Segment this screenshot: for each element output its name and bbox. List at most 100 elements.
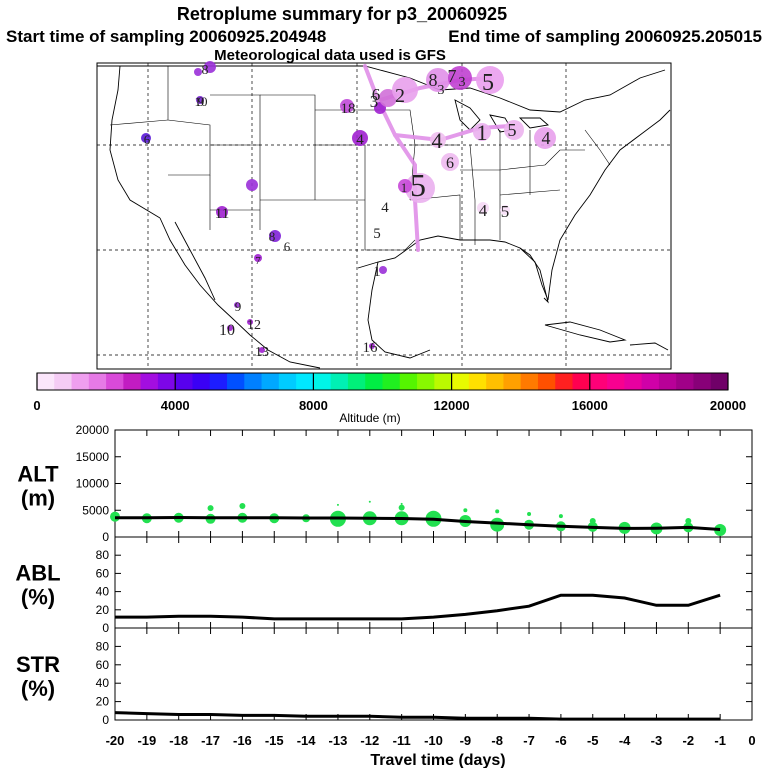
colorbar-swatch (555, 373, 574, 390)
colorbar-swatch (434, 373, 453, 390)
trajectory-day-label: 6 (446, 155, 454, 172)
colorbar-title: Altitude (m) (339, 411, 400, 425)
panel-abl: 0 20 40 60 80 ABL(%) (15, 536, 753, 635)
trajectory-day-label: 10 (195, 94, 208, 109)
colorbar-swatch (88, 373, 107, 390)
altitude-colorbar: 0 4000 8000 12000 16000 20000 Altitude (m) (33, 372, 746, 425)
str-label: STR (16, 652, 60, 677)
trajectory-day-label: 7 (448, 66, 457, 86)
colorbar-tick-label: 12000 (434, 398, 470, 413)
colorbar-swatch (296, 373, 314, 390)
trajectory-day-label: 4 (479, 201, 488, 220)
x-axis-title: Travel time (days) (370, 752, 505, 768)
y-tick-label: 20 (96, 695, 110, 709)
colorbar-swatch (589, 373, 608, 390)
colorbar-tick-label: 0 (33, 398, 40, 413)
plume-blob-30 (500, 205, 510, 215)
y-tick-label: 0 (102, 530, 109, 544)
colorbar-swatch (347, 373, 366, 390)
x-tick-label: -12 (360, 733, 379, 748)
x-tick-label: -3 (651, 733, 663, 748)
x-tick-label: -15 (265, 733, 284, 748)
x-tick-label: -20 (106, 733, 125, 748)
str-series-line (114, 711, 721, 721)
colorbar-swatch (140, 373, 159, 390)
y-tick-label: 40 (96, 585, 110, 599)
x-tick-label: -11 (393, 733, 411, 748)
trajectory-day-label: 5 (373, 226, 381, 242)
colorbar-swatch (330, 373, 349, 390)
y-tick-label: 60 (96, 658, 110, 672)
colorbar-swatch (54, 373, 73, 390)
colorbar-swatch (520, 373, 539, 390)
plume-blob-12 (430, 132, 446, 148)
trajectory-day-label: 6 (284, 239, 291, 254)
panel-alt: 0 5000 10000 15000 20000 ALT(m) (17, 423, 753, 544)
y-tick-label: 0 (102, 621, 109, 635)
colorbar-swatch (227, 373, 245, 390)
trajectory-day-label: 2 (395, 85, 405, 107)
plume-blob-21 (269, 230, 281, 242)
trajectory-day-label: 1 (401, 180, 408, 195)
plume-blob-9 (448, 66, 472, 90)
trajectory-day-label: 4 (542, 128, 551, 148)
y-tick-label: 5000 (82, 503, 109, 517)
plume-blob-25 (227, 325, 233, 331)
trajectory-day-label: 8 (429, 70, 438, 90)
altitude-point (398, 504, 405, 511)
colorbar-swatch (693, 373, 712, 390)
trajectory-day-label: 3 (438, 83, 445, 98)
altitude-point (400, 502, 403, 505)
x-tick-label: -7 (523, 733, 535, 748)
x-tick-label: -14 (297, 733, 317, 748)
altitude-point (589, 517, 596, 524)
abl-series-line (115, 593, 721, 621)
abl-label: ABL (15, 561, 60, 586)
plume-blob-1 (194, 68, 202, 76)
colorbar-swatch (106, 373, 124, 390)
trajectory-day-label: 5 (508, 120, 517, 140)
plume-blob-7 (392, 77, 418, 103)
plume-blob-17 (405, 173, 435, 203)
trajectory-day-label: 3 (370, 92, 379, 111)
colorbar-swatch (209, 373, 228, 390)
plume-blob-20 (216, 206, 228, 218)
x-tick-label: -16 (233, 733, 252, 748)
colorbar-swatch (676, 373, 694, 390)
alt-series-line (115, 515, 721, 531)
colorbar-swatch (503, 373, 522, 390)
plume-blob-8 (426, 68, 450, 92)
plume-blob-23 (379, 266, 387, 274)
colorbar-swatch (278, 373, 297, 390)
alt-unit: (m) (21, 486, 55, 511)
altitude-point (685, 517, 692, 524)
colorbar-swatch (486, 373, 504, 390)
altitude-point (463, 508, 468, 513)
altitude-point (368, 500, 371, 503)
time-series-panels: 05000100001500020000ALT(m)020406080ABL(%… (15, 423, 755, 748)
y-tick-label: 20000 (76, 423, 110, 437)
alt-label: ALT (17, 462, 59, 487)
abl-frame (114, 536, 753, 629)
altitude-point (558, 514, 563, 519)
colorbar-swatch (192, 373, 211, 390)
plume-blob-19 (246, 179, 258, 191)
trajectory-day-label: 9 (198, 94, 205, 109)
start-time-label: Start time of sampling 20060925.204948 (6, 27, 326, 46)
plume-blob-26 (247, 319, 253, 325)
colorbar-swatch (607, 373, 625, 390)
altitude-point (207, 505, 214, 512)
plume-blob-4 (340, 99, 354, 113)
trajectory-day-label: 1 (373, 264, 381, 280)
colorbar-swatch (537, 373, 556, 390)
x-tick-label: -9 (460, 733, 472, 748)
panel-str: 0 20 40 60 80 STR(%) (16, 627, 753, 727)
x-tick-label: -13 (329, 733, 348, 748)
figure-title: Retroplume summary for p3_20060925 (177, 4, 507, 24)
x-tick-label: -8 (491, 733, 503, 748)
colorbar-swatch (658, 373, 677, 390)
trajectory-day-label: 3 (459, 75, 466, 90)
plume-blob-16 (441, 153, 459, 171)
plume-blob-10 (476, 66, 504, 94)
